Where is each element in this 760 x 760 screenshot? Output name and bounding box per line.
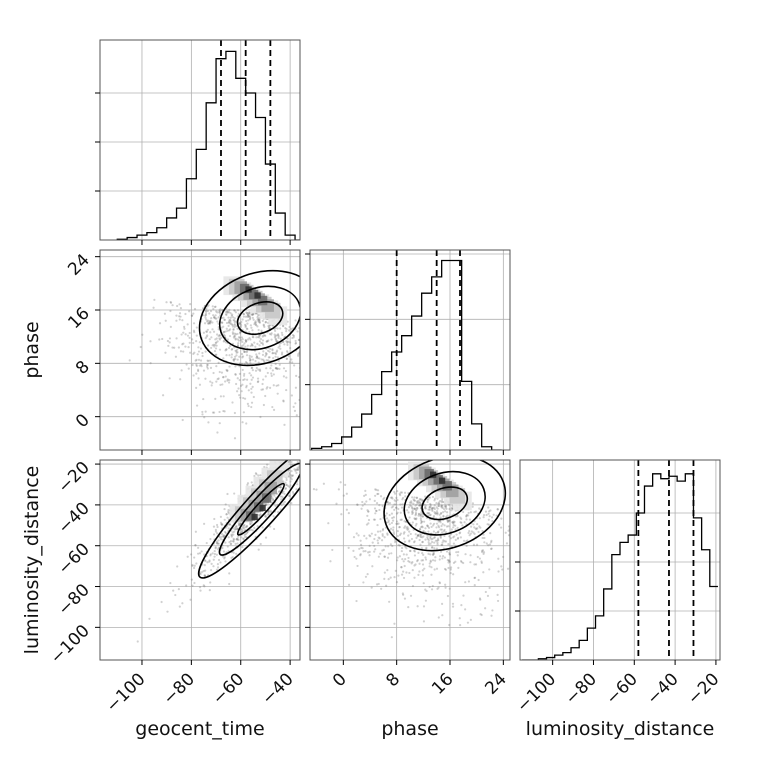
y-axis-label: luminosity_distance — [21, 466, 43, 655]
y-axis-label: phase — [21, 321, 43, 378]
y-tick-label: −40 — [54, 499, 94, 539]
histogram-step — [522, 473, 718, 660]
grid — [100, 460, 300, 660]
contour-1 — [218, 462, 300, 556]
contour-0 — [236, 482, 285, 536]
contour-0 — [421, 486, 469, 521]
axes-frame — [99, 459, 301, 661]
contour-2 — [197, 460, 300, 579]
axes-frame — [309, 459, 511, 661]
panel-phase-vs-geocent_time: 0 8 16 24 phase — [21, 249, 301, 455]
x-tick-label: −80 — [561, 669, 601, 709]
x-tick-label: −100 — [102, 669, 149, 716]
panel-diag-phase — [305, 249, 511, 455]
axes-frame — [309, 249, 511, 451]
grid — [100, 40, 300, 240]
density-cells — [223, 276, 288, 326]
y-tick-label: −60 — [54, 539, 94, 579]
density-contours — [198, 269, 300, 367]
x-axis-label: geocent_time — [135, 718, 264, 740]
y-tick-label: 8 — [72, 357, 94, 379]
x-tick-label: 24 — [481, 669, 510, 698]
grid — [520, 460, 720, 660]
panel-luminosity_distance-vs-geocent_time: −100−80−60−40−20−100 −80 −60 −40geocent_tim… — [21, 458, 301, 740]
panel-diag-geocent_time — [95, 39, 301, 245]
x-tick-label: 8 — [382, 669, 404, 691]
axes-frame — [519, 459, 721, 661]
density-contours — [197, 460, 300, 579]
contour-2 — [383, 460, 507, 552]
contour-1 — [403, 470, 486, 536]
y-tick-label: 24 — [64, 250, 93, 279]
x-tick-label: 16 — [428, 669, 457, 698]
axes-frame — [99, 39, 301, 241]
x-axis-label: phase — [381, 718, 438, 740]
x-tick-label: −40 — [258, 669, 298, 709]
grid — [310, 250, 510, 450]
panel-luminosity_distance-vs-phase: 0 8 16 24 phase — [305, 459, 511, 740]
contour-2 — [198, 269, 300, 367]
x-tick-label: −80 — [159, 669, 199, 709]
x-tick-label: −60 — [209, 669, 249, 709]
contour-1 — [218, 285, 300, 351]
density-contours — [383, 460, 507, 552]
x-tick-label: −40 — [643, 669, 683, 709]
x-tick-label: −20 — [684, 669, 724, 709]
x-tick-label: 0 — [329, 669, 351, 691]
histogram-step — [311, 259, 502, 450]
y-tick-label: −100 — [47, 621, 94, 668]
scatter-points — [128, 298, 300, 440]
axes-frame — [99, 249, 301, 451]
x-tick-label: −60 — [602, 669, 642, 709]
x-axis-label: luminosity_distance — [526, 718, 715, 740]
contour-0 — [236, 301, 284, 336]
y-tick-label: 16 — [64, 304, 93, 333]
histogram-step — [116, 50, 300, 240]
panel-diag-luminosity_distance: −100 −80 −60 −40 −20 luminosity_distance — [513, 459, 724, 740]
y-tick-label: −80 — [54, 580, 94, 620]
y-tick-label: 0 — [72, 410, 94, 432]
x-tick-label: −100 — [513, 669, 560, 716]
grid — [310, 460, 510, 660]
y-tick-label: −20 — [54, 458, 94, 498]
